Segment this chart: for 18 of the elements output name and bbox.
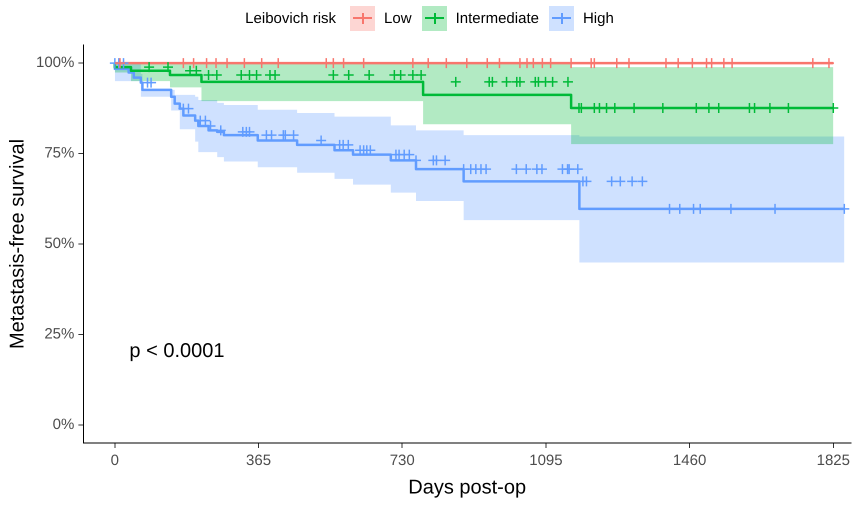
x-tick-label: 730 <box>390 452 415 470</box>
y-tick-label: 0% <box>52 416 74 434</box>
legend-label: Low <box>384 10 412 27</box>
x-tick-label: 1095 <box>529 452 563 470</box>
y-tick-label: 100% <box>36 54 74 72</box>
y-tick-label: 25% <box>44 326 74 343</box>
legend-label: Intermediate <box>456 10 539 27</box>
x-tick-label: 365 <box>246 452 272 470</box>
annotation: p < 0.0001 <box>129 340 225 362</box>
x-tick-label: 1460 <box>672 452 706 470</box>
legend-title: Leibovich risk <box>245 10 336 27</box>
legend-label: High <box>582 10 614 27</box>
y-axis-title: Metastasis-free survival <box>6 138 29 350</box>
y-tick-label: 50% <box>44 235 74 252</box>
y-tick-label: 75% <box>44 144 74 162</box>
x-tick-label: 1825 <box>816 452 850 470</box>
x-axis-title: Days post-op <box>408 476 526 499</box>
x-tick-label: 0 <box>110 452 120 470</box>
